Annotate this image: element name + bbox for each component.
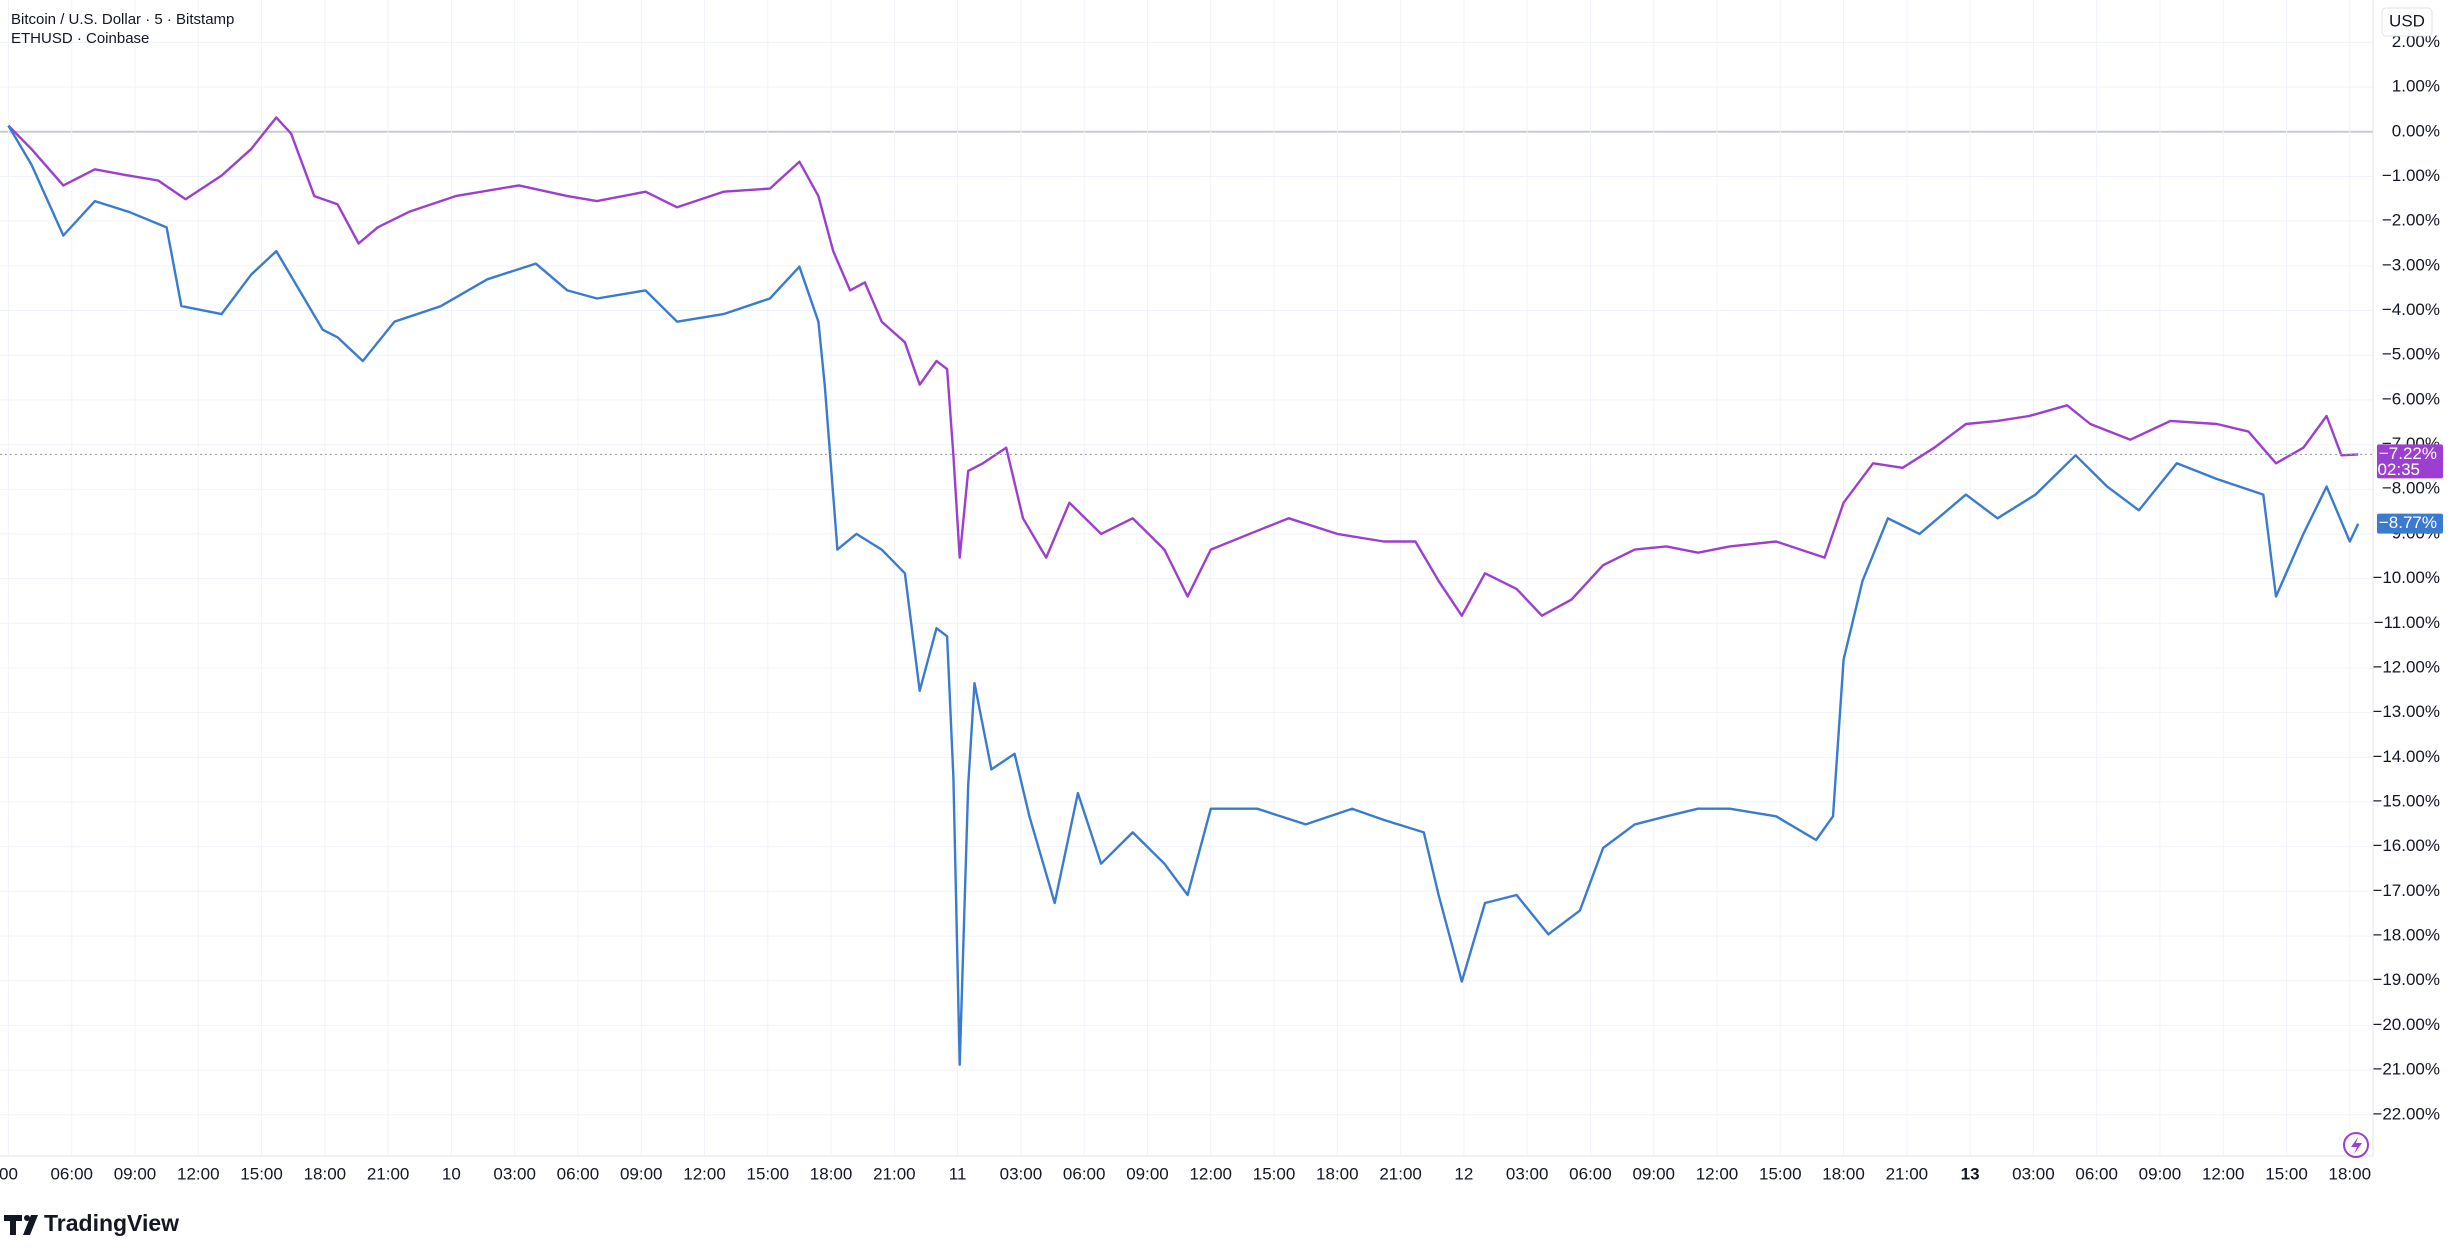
x-tick-label: 18:00 bbox=[2329, 1164, 2372, 1183]
price-label-box bbox=[2377, 444, 2443, 479]
y-tick-label: −15.00% bbox=[2372, 792, 2440, 811]
axes: 2.00% 1.00% 0.00% −1.00% −2.00% −3.00% −4.00% −… bbox=[0, 0, 2443, 1183]
legend-entry: Bitcoin / U.S. Dollar · 5 · Bitstamp bbox=[11, 11, 234, 28]
grid bbox=[0, 0, 2373, 1155]
x-tick-label: 03:00 bbox=[493, 1164, 536, 1183]
y-tick-label: −6.00% bbox=[2382, 389, 2440, 408]
x-tick-label: 06:00 bbox=[50, 1164, 93, 1183]
x-tick-label: 12:00 bbox=[683, 1164, 726, 1183]
x-tick-label: 18:00 bbox=[810, 1164, 853, 1183]
y-tick-label: −13.00% bbox=[2372, 702, 2440, 721]
price-label: −8.77% bbox=[2379, 513, 2437, 532]
x-tick-label: 21:00 bbox=[1886, 1164, 1929, 1183]
x-tick-label: 13 bbox=[1961, 1164, 1980, 1183]
x-tick-label: 21:00 bbox=[1379, 1164, 1422, 1183]
y-tick-label: −19.00% bbox=[2372, 970, 2440, 989]
x-tick-label: 03:00 bbox=[2012, 1164, 2055, 1183]
x-tick-label: 12 bbox=[1454, 1164, 1473, 1183]
y-tick-label: −12.00% bbox=[2372, 657, 2440, 676]
x-tick-label: 15:00 bbox=[1253, 1164, 1296, 1183]
series-line bbox=[7, 116, 2359, 617]
x-tick-label: 12:00 bbox=[177, 1164, 220, 1183]
x-tick-label: 09:00 bbox=[1632, 1164, 1675, 1183]
x-tick-label: 03:00 bbox=[1000, 1164, 1043, 1183]
x-tick-label: 06:00 bbox=[1063, 1164, 1106, 1183]
currency-label[interactable]: USD bbox=[2389, 11, 2425, 30]
countdown-label: 02:35 bbox=[2377, 460, 2420, 479]
currency-button[interactable] bbox=[2381, 7, 2433, 37]
x-tick-label: 10 bbox=[442, 1164, 461, 1183]
x-tick-label: 06:00 bbox=[2075, 1164, 2118, 1183]
x-tick-label: 15:00 bbox=[1759, 1164, 1802, 1183]
y-tick-label: −16.00% bbox=[2372, 836, 2440, 855]
x-tick-label: 12:00 bbox=[1189, 1164, 1232, 1183]
x-tick-label: 18:00 bbox=[1316, 1164, 1359, 1183]
x-tick-label: 09:00 bbox=[2139, 1164, 2182, 1183]
x-tick-label: 06:00 bbox=[557, 1164, 600, 1183]
brand-name: TradingView bbox=[44, 1210, 179, 1236]
y-tick-label: −8.00% bbox=[2382, 479, 2440, 498]
y-tick-label: −3.00% bbox=[2382, 255, 2440, 274]
x-tick-label: 00 bbox=[0, 1164, 18, 1183]
x-tick-label: 21:00 bbox=[873, 1164, 916, 1183]
x-tick-label: 18:00 bbox=[304, 1164, 347, 1183]
x-tick-label: 12:00 bbox=[1696, 1164, 1739, 1183]
y-tick-label: −21.00% bbox=[2372, 1060, 2440, 1079]
x-tick-label: 18:00 bbox=[1822, 1164, 1865, 1183]
brand-logo bbox=[4, 1215, 38, 1235]
price-label: −7.22% bbox=[2379, 444, 2437, 463]
x-tick-label: 11 bbox=[949, 1164, 967, 1183]
y-tick-label: −1.00% bbox=[2382, 166, 2440, 185]
x-tick-label: 15:00 bbox=[747, 1164, 790, 1183]
x-tick-label: 15:00 bbox=[2265, 1164, 2308, 1183]
y-tick-label: −5.00% bbox=[2382, 345, 2440, 364]
price-label-box bbox=[2377, 513, 2443, 534]
y-tick-label: 0.00% bbox=[2392, 121, 2440, 140]
y-tick-label: −10.00% bbox=[2372, 568, 2440, 587]
x-tick-label: 09:00 bbox=[114, 1164, 157, 1183]
y-tick-label: −2.00% bbox=[2382, 211, 2440, 230]
y-tick-label: −20.00% bbox=[2372, 1015, 2440, 1034]
y-tick-label: −14.00% bbox=[2372, 747, 2440, 766]
x-tick-label: 21:00 bbox=[367, 1164, 410, 1183]
y-tick-label: 1.00% bbox=[2392, 77, 2440, 96]
x-tick-label: 12:00 bbox=[2202, 1164, 2245, 1183]
lightning-icon[interactable] bbox=[2343, 1132, 2369, 1158]
x-tick-label: 09:00 bbox=[620, 1164, 663, 1183]
y-tick-label: −17.00% bbox=[2372, 881, 2440, 900]
plot-area bbox=[0, 116, 2373, 1066]
y-tick-label: −4.00% bbox=[2382, 300, 2440, 319]
y-tick-label: −11.00% bbox=[2374, 613, 2440, 632]
y-tick-label: 2.00% bbox=[2392, 32, 2440, 51]
x-tick-label: 06:00 bbox=[1569, 1164, 1612, 1183]
x-tick-label: 15:00 bbox=[240, 1164, 283, 1183]
legend-entry: ETHUSD · Coinbase bbox=[11, 30, 149, 47]
series-line bbox=[7, 124, 2360, 1066]
x-tick-label: 09:00 bbox=[1126, 1164, 1169, 1183]
y-tick-label: −18.00% bbox=[2372, 926, 2440, 945]
y-tick-label: −22.00% bbox=[2372, 1104, 2440, 1123]
x-tick-label: 03:00 bbox=[1506, 1164, 1549, 1183]
